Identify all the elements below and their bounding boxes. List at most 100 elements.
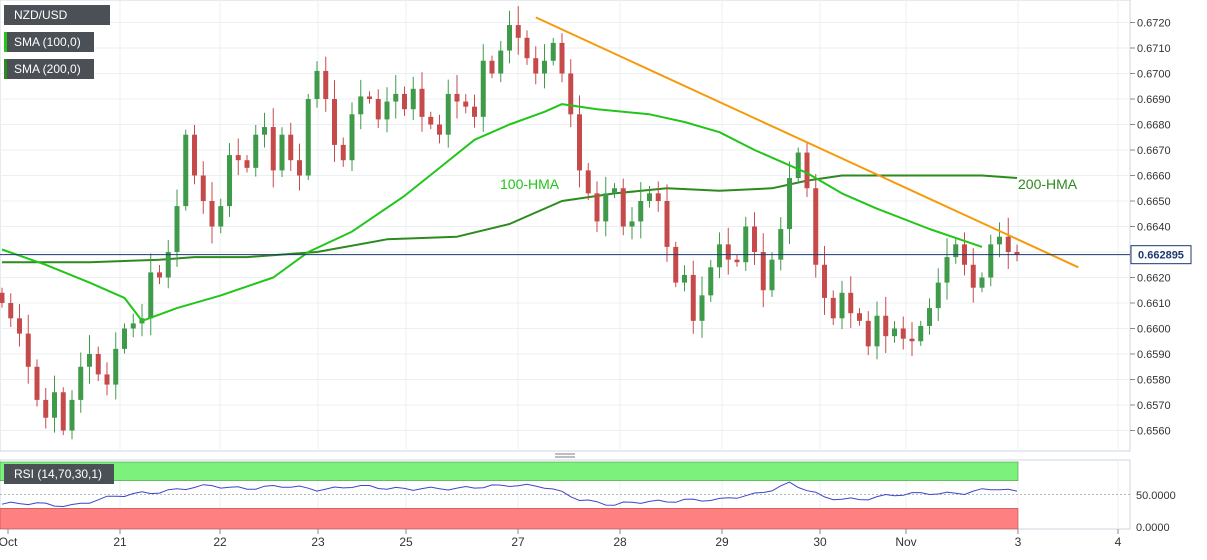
candle-body [690, 274, 696, 321]
candle [95, 346, 101, 382]
legend-sma100-text: SMA (100,0) [14, 35, 81, 49]
candle [559, 33, 565, 83]
candle-body [655, 193, 661, 201]
candle-body [314, 70, 320, 99]
candle-body [52, 392, 57, 418]
resistance-trendline [535, 16, 1079, 269]
candle-body [612, 188, 617, 194]
price-axis[interactable]: 0.6560 0.6570 0.6580 0.6590 0.6600 0.6610 0.66… [1130, 18, 1171, 438]
candle [104, 362, 110, 396]
hma100-line [1, 103, 983, 322]
candle-body [375, 99, 381, 120]
candle-body [323, 70, 329, 99]
candle-body [428, 116, 434, 125]
candle-body [200, 175, 206, 201]
candle-body [332, 99, 337, 145]
candle-body [647, 193, 652, 201]
candle-body [209, 201, 215, 227]
candle [533, 46, 539, 85]
candle-body [524, 37, 530, 59]
candle-body [148, 272, 154, 319]
candle-body [288, 134, 294, 161]
candle-body [122, 328, 127, 349]
candle [524, 30, 530, 65]
candle [918, 320, 924, 346]
time-tick-label: 29 [715, 535, 729, 549]
candle [507, 10, 512, 64]
candle [752, 212, 757, 265]
candle-body [1014, 252, 1020, 255]
candle-body [620, 188, 626, 227]
candle [244, 155, 250, 173]
hma100-annotation: 100-HMA [500, 176, 560, 192]
candle-body [927, 308, 932, 326]
trendline-layer [535, 16, 1079, 269]
candle [620, 178, 626, 236]
legend-sma100-swatch [4, 32, 7, 52]
rsi-tick-50: 50.0000 [1136, 490, 1176, 502]
price-panel [0, 0, 1131, 452]
candle [463, 94, 469, 114]
candle-body [918, 325, 924, 342]
candle-body [113, 348, 119, 385]
candle [603, 176, 609, 237]
candle [664, 184, 670, 262]
candle-body [717, 244, 722, 268]
candle [305, 93, 311, 181]
candle [367, 91, 372, 104]
candle-body [813, 188, 819, 265]
last-price-tag [1130, 245, 1192, 265]
candle [402, 86, 407, 116]
candle [8, 293, 14, 328]
candle-body [174, 206, 180, 252]
candle-body [970, 264, 976, 288]
price-tick-label: 0.6680 [1137, 120, 1171, 132]
candle [979, 272, 985, 293]
candle-body [34, 366, 40, 400]
legend-sma200[interactable]: SMA (200,0) [4, 59, 94, 79]
candle [314, 61, 320, 108]
candle-body [463, 101, 469, 107]
candle [270, 108, 276, 188]
legend-sma200-swatch [4, 59, 7, 79]
candle-body [262, 127, 267, 135]
candle [157, 265, 162, 285]
candle [192, 125, 197, 185]
price-tick-label: 0.6660 [1137, 171, 1171, 183]
candle [594, 181, 600, 233]
candles-layer [0, 6, 1020, 440]
candle-body [305, 99, 311, 176]
candle [34, 359, 40, 407]
price-tick-label: 0.6610 [1137, 298, 1171, 310]
candle-body [760, 252, 766, 291]
candle-body [157, 272, 162, 278]
legend-symbol[interactable]: NZD/USD [4, 5, 110, 25]
candle-body [944, 257, 950, 283]
candle-body [253, 134, 259, 168]
time-axis[interactable]: Oct 21 22 23 25 27 28 29 30 Nov 3 4 [0, 529, 1122, 549]
candle [988, 234, 994, 287]
candle-body [734, 259, 740, 263]
candle [734, 254, 740, 267]
candle [183, 129, 189, 211]
candle [542, 44, 547, 89]
candle-body [402, 93, 407, 110]
legend-sma100-box [4, 32, 94, 52]
legend-sma100[interactable]: SMA (100,0) [4, 32, 94, 52]
candle [673, 241, 679, 288]
candle [970, 248, 976, 303]
candle-body [437, 124, 442, 135]
candle [174, 189, 180, 267]
candle [953, 236, 959, 264]
candle-body [752, 226, 757, 252]
candle [130, 313, 136, 338]
price-tick-label: 0.6620 [1137, 273, 1171, 285]
candle-body [839, 292, 845, 319]
candle [17, 304, 22, 347]
price-tick-label: 0.6590 [1137, 349, 1171, 361]
candle [419, 72, 425, 132]
rsi-label[interactable]: RSI (14,70,30,1) [4, 464, 114, 484]
panel-resize-handle[interactable] [555, 453, 575, 458]
candle [874, 301, 880, 360]
